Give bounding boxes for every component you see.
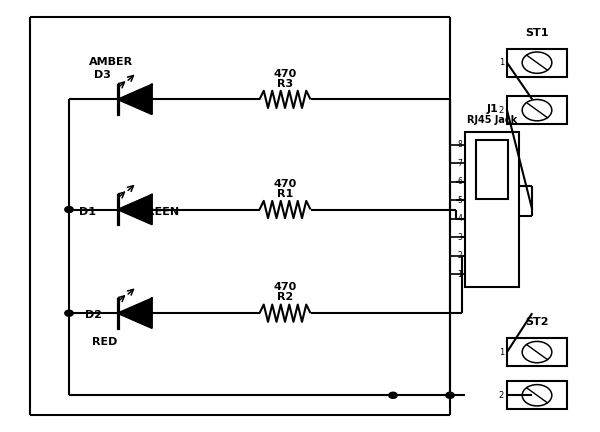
Text: 2: 2: [499, 106, 504, 114]
Text: RJ45 Jack: RJ45 Jack: [467, 115, 517, 125]
Text: 8: 8: [457, 140, 462, 149]
Bar: [507, 96, 567, 124]
Text: J1: J1: [486, 105, 498, 114]
Text: D2: D2: [85, 310, 102, 321]
Text: 2: 2: [499, 391, 504, 400]
Text: 2: 2: [457, 251, 462, 260]
Bar: [507, 49, 567, 77]
Bar: [507, 338, 567, 366]
Text: D3: D3: [94, 70, 110, 80]
Text: R1: R1: [277, 189, 293, 199]
Text: 5: 5: [457, 196, 462, 205]
Text: 4: 4: [457, 214, 462, 223]
Text: 1: 1: [499, 58, 504, 67]
Text: 6: 6: [457, 177, 462, 186]
Circle shape: [65, 206, 73, 213]
Circle shape: [446, 392, 454, 398]
Text: R2: R2: [277, 292, 293, 302]
Text: 470: 470: [274, 283, 296, 292]
Text: AMBER: AMBER: [89, 57, 133, 67]
Text: RED: RED: [92, 337, 118, 347]
Text: ST1: ST1: [525, 28, 549, 38]
Polygon shape: [118, 299, 152, 328]
Circle shape: [389, 392, 397, 398]
Bar: [465, 132, 519, 287]
Circle shape: [65, 310, 73, 316]
Text: D1: D1: [79, 206, 96, 217]
Polygon shape: [118, 195, 152, 224]
Bar: [476, 140, 508, 199]
Text: 7: 7: [457, 159, 462, 168]
Text: 470: 470: [274, 179, 296, 189]
Text: 1: 1: [457, 270, 462, 279]
Text: 1: 1: [499, 348, 504, 356]
Text: 470: 470: [274, 69, 296, 79]
Text: R3: R3: [277, 79, 293, 89]
Text: 3: 3: [457, 233, 462, 242]
Text: GREEN: GREEN: [138, 206, 180, 217]
Bar: [507, 381, 567, 410]
Polygon shape: [118, 85, 152, 114]
Text: ST2: ST2: [525, 317, 549, 327]
